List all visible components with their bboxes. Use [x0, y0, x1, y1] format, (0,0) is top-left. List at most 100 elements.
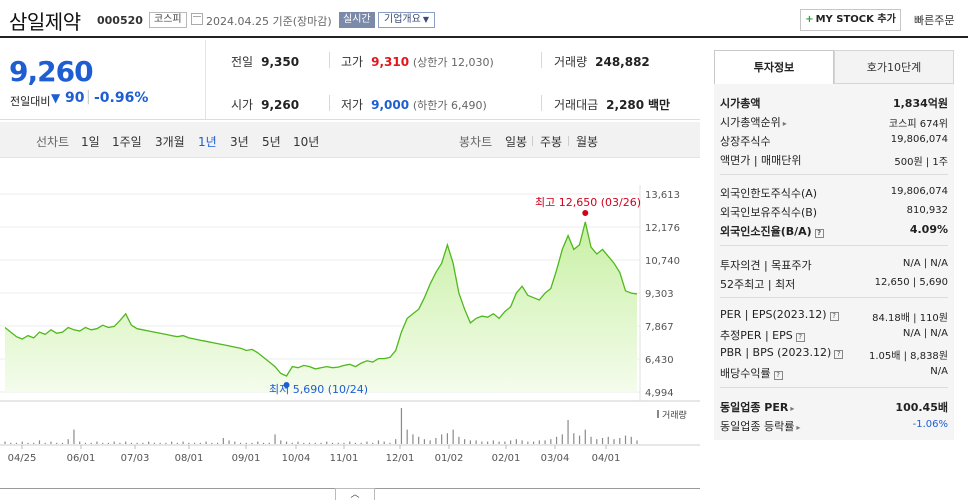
x-tick-label: 11/01	[330, 453, 359, 464]
foreign-hold-label: 외국인보유주식수(B)	[720, 206, 818, 219]
volume-bar	[567, 420, 569, 444]
y-tick-label: 4,994	[645, 388, 674, 399]
volume-bar	[349, 441, 351, 444]
period-tab-5y[interactable]: 5년	[262, 135, 281, 149]
per-value: 84.18배 | 110원	[872, 313, 948, 324]
candle-tab-daily[interactable]: 일봉	[505, 135, 528, 149]
volume-bar	[199, 442, 201, 444]
y-tick-label: 7,867	[645, 322, 674, 333]
volume-bar	[239, 442, 242, 444]
base-date: 2024.04.25 기준(장마감)	[206, 15, 332, 28]
help-icon[interactable]: ?	[829, 312, 839, 321]
volume-bar	[90, 442, 92, 444]
volume-bar	[67, 439, 69, 444]
pbr-label: PBR | BPS (2023.12)?	[720, 346, 844, 359]
divider	[720, 245, 948, 246]
divider	[205, 40, 206, 119]
market-cap-rank-label: 시가총액순위 ▸	[720, 116, 787, 129]
opinion-row: 투자의견 | 목표주가 N/A | N/A	[720, 255, 948, 273]
volume-bar	[234, 441, 236, 444]
period-tab-1y[interactable]: 1년	[198, 135, 217, 149]
sector-change-row[interactable]: 동일업종 등락률 ▸ -1.06%	[720, 416, 948, 434]
volume-bar	[107, 442, 110, 444]
est-per-value: N/A | N/A	[902, 328, 948, 339]
opinion-label: 투자의견 | 목표주가	[720, 259, 812, 272]
volume-bar	[38, 440, 41, 444]
volume-bar	[521, 440, 523, 444]
low-label: 저가	[341, 98, 364, 112]
period-tab-1d[interactable]: 1일	[81, 135, 100, 149]
volume-bar	[211, 442, 213, 444]
sector-per-value: 100.45배	[895, 401, 948, 414]
chevron-right-icon: ▸	[782, 119, 787, 128]
divider	[329, 52, 330, 68]
period-tab-3y[interactable]: 3년	[230, 135, 249, 149]
chevron-up-icon[interactable]: ︿	[335, 488, 375, 500]
tab-orderbook[interactable]: 호가10단계	[834, 50, 954, 84]
help-icon[interactable]: ?	[814, 229, 824, 238]
volume-bar	[194, 442, 196, 444]
price-area	[5, 221, 637, 392]
volume-bar	[73, 429, 75, 444]
volume-bar	[245, 442, 247, 444]
help-icon[interactable]: ?	[834, 350, 844, 359]
chart-period-tabs: 선차트 1일 1주일 3개월 1년 3년 5년 10년 봉차트 일봉 주봉 월봉	[0, 122, 700, 158]
volume-bar	[216, 442, 219, 444]
volume-bar	[590, 436, 592, 444]
company-info-dropdown[interactable]: 기업개요 ▼	[378, 12, 435, 28]
period-tab-1w[interactable]: 1주일	[112, 135, 142, 149]
volume-bar	[469, 440, 471, 444]
tab-invest-info[interactable]: 투자정보	[714, 50, 834, 84]
price-chart[interactable]: 13,613 12,176 10,740 9,303 7,867 6,430 4,994 최…	[0, 160, 700, 500]
volume-bar	[222, 438, 224, 444]
volume-bar	[423, 439, 426, 444]
quick-order-link[interactable]: 빠른주문	[914, 14, 955, 27]
candle-tab-weekly[interactable]: 주봉	[540, 135, 563, 149]
volume-bar	[268, 442, 270, 444]
high-label: 고가	[341, 55, 364, 69]
high-marker	[582, 210, 589, 216]
plus-icon: +	[805, 14, 814, 25]
low-annotation: 최저 5,690 (10/24)	[269, 383, 368, 396]
realtime-badge[interactable]: 실시간	[339, 12, 375, 28]
volume-bar	[56, 442, 58, 444]
volume-bar	[578, 435, 581, 444]
candle-tab-monthly[interactable]: 월봉	[576, 135, 599, 149]
volume-legend-icon	[657, 410, 659, 418]
volume-bar	[21, 441, 23, 444]
volume-bar	[492, 440, 494, 444]
volume-bar	[285, 441, 288, 444]
volume-bar	[389, 442, 391, 444]
change-value: 90	[65, 90, 85, 106]
volume-bar	[142, 442, 144, 444]
listed-shares-row: 상장주식수 19,806,074	[720, 131, 948, 149]
period-tab-3m[interactable]: 3개월	[155, 135, 185, 149]
period-tab-10y[interactable]: 10년	[293, 135, 320, 149]
volume: 거래량 248,882	[554, 53, 650, 70]
pbr-value: 1.05배 | 8,838원	[868, 351, 948, 362]
my-stock-add-button[interactable]: + MY STOCK 추가	[800, 9, 901, 31]
divider	[720, 174, 948, 175]
market-cap-rank-row[interactable]: 시가총액순위 ▸ 코스피 674위	[720, 112, 948, 130]
volume-bar	[377, 440, 380, 444]
y-tick-label: 12,176	[645, 223, 680, 234]
week52-label: 52주최고 | 최저	[720, 278, 796, 291]
x-tick-label: 03/04	[541, 453, 570, 464]
amount-label: 거래대금	[554, 98, 599, 112]
help-icon[interactable]: ?	[773, 371, 783, 380]
volume-bar	[446, 433, 448, 444]
chevron-right-icon: ▸	[790, 404, 795, 413]
face-value-value: 500원 | 1주	[894, 157, 948, 168]
volume-bar	[354, 442, 357, 444]
volume-bar	[44, 442, 46, 444]
line-chart-label: 선차트	[36, 135, 70, 149]
volume-bar	[10, 442, 12, 444]
sector-per-row[interactable]: 동일업종 PER ▸ 100.45배	[720, 397, 948, 415]
high-price: 고가 9,310 (상한가 12,030)	[341, 53, 494, 70]
help-icon[interactable]: ?	[795, 333, 805, 342]
prev-label: 전일	[231, 55, 254, 69]
divider	[329, 95, 330, 111]
company-info-label: 기업개요	[384, 14, 421, 25]
face-value-row: 액면가 | 매매단위 500원 | 1주	[720, 150, 948, 168]
volume-bar	[596, 439, 598, 444]
